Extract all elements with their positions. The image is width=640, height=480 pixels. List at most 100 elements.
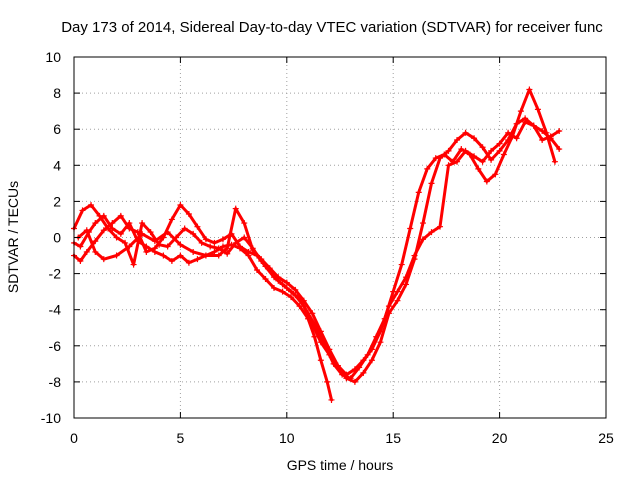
data-point (168, 257, 175, 264)
data-point (471, 135, 478, 142)
y-tick-label: -6 (49, 338, 62, 354)
data-point (279, 281, 286, 288)
y-tick-label: 8 (53, 85, 61, 101)
data-point (394, 288, 401, 295)
y-tick-label: -4 (49, 302, 62, 318)
data-point (360, 357, 367, 364)
data-point (522, 118, 529, 125)
data-point (479, 144, 486, 151)
y-tick-label: -8 (49, 374, 62, 390)
data-point (317, 328, 324, 335)
data-point (360, 369, 367, 376)
data-point (394, 297, 401, 304)
data-point (324, 378, 331, 385)
data-point (437, 223, 444, 230)
data-point (275, 274, 282, 281)
data-point (177, 252, 184, 259)
x-axis-label: GPS time / hours (287, 457, 394, 473)
data-point (177, 241, 184, 248)
series-track-d (75, 118, 563, 378)
data-point (432, 155, 439, 162)
data-point (177, 202, 184, 209)
x-tick-label: 5 (177, 430, 185, 446)
data-point (83, 248, 90, 255)
data-point (117, 230, 124, 237)
data-point (551, 158, 558, 165)
data-point (224, 245, 231, 252)
data-point (232, 205, 239, 212)
data-point (185, 259, 192, 266)
data-point (77, 257, 84, 264)
data-point (77, 243, 84, 250)
data-point (377, 328, 384, 335)
data-point (181, 225, 188, 232)
data-point (134, 229, 141, 236)
data-point (164, 243, 171, 250)
data-point (500, 151, 507, 158)
data-point (79, 207, 86, 214)
data-point (483, 178, 490, 185)
data-point (475, 165, 482, 172)
data-point (190, 230, 197, 237)
data-point (249, 247, 256, 254)
data-point (211, 248, 218, 255)
data-point (139, 220, 146, 227)
y-tick-label: -10 (41, 410, 61, 426)
data-point (224, 250, 231, 257)
data-point (530, 122, 537, 129)
data-point (92, 238, 99, 245)
data-point (271, 285, 278, 292)
data-point (215, 252, 222, 259)
data-point (258, 256, 265, 263)
data-point (147, 229, 154, 236)
data-point (100, 256, 107, 263)
data-point (202, 236, 209, 243)
y-tick-label: 6 (53, 121, 61, 137)
data-point (311, 333, 318, 340)
data-point (328, 396, 335, 403)
data-point (139, 230, 146, 237)
data-point (419, 236, 426, 243)
data-point (334, 362, 341, 369)
data-point (458, 146, 465, 153)
data-point (151, 245, 158, 252)
x-tick-label: 0 (70, 430, 78, 446)
data-point (377, 339, 384, 346)
data-point (241, 234, 248, 241)
data-point (143, 248, 150, 255)
data-point (505, 129, 512, 136)
data-point (402, 281, 409, 288)
data-point (539, 137, 546, 144)
data-point (496, 147, 503, 154)
data-point (283, 279, 290, 286)
data-point (300, 297, 307, 304)
data-point (445, 147, 452, 154)
data-point (462, 129, 469, 136)
data-point (479, 158, 486, 165)
data-point (428, 180, 435, 187)
data-point (279, 288, 286, 295)
data-point (198, 239, 205, 246)
data-point (385, 303, 392, 310)
data-point (211, 239, 218, 246)
data-point (368, 357, 375, 364)
data-point (190, 248, 197, 255)
data-point (215, 245, 222, 252)
data-point (547, 133, 554, 140)
data-point (517, 108, 524, 115)
y-tick-label: -2 (49, 266, 62, 282)
data-point (288, 288, 295, 295)
data-point (126, 225, 133, 232)
data-point (207, 243, 214, 250)
x-tick-label: 20 (492, 430, 508, 446)
data-point (424, 165, 431, 172)
data-point (113, 234, 120, 241)
data-point (492, 171, 499, 178)
data-point (471, 153, 478, 160)
data-point (441, 151, 448, 158)
data-point (88, 202, 95, 209)
data-point (194, 223, 201, 230)
series-track-c (71, 86, 558, 382)
x-tick-label: 10 (279, 430, 295, 446)
